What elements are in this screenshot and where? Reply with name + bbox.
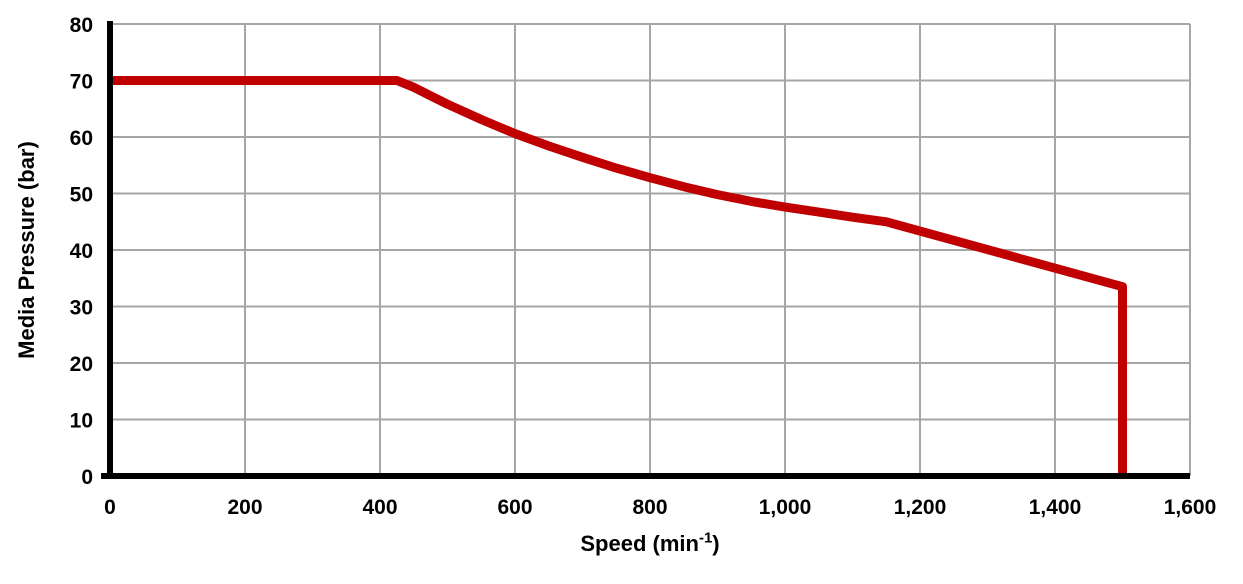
x-tick-label: 400 [362,496,397,519]
x-tick-label: 600 [497,496,532,519]
y-tick-label: 70 [70,71,93,94]
y-tick-label: 20 [70,353,93,376]
y-tick-label: 40 [70,240,93,263]
y-tick-label: 50 [70,184,93,207]
x-tick-label: 800 [632,496,667,519]
x-tick-label: 200 [227,496,262,519]
y-axis-title: Media Pressure (bar) [14,141,39,359]
x-tick-label: 1,400 [1029,496,1082,519]
y-tick-label: 30 [70,297,93,320]
y-tick-label: 0 [81,466,93,489]
series-line-media-pressure-limit [110,76,1127,476]
y-tick-label: 60 [70,127,93,150]
x-tick-label: 1,600 [1164,496,1217,519]
x-axis-title: Speed (min-1) [580,531,719,557]
y-tick-label: 10 [70,410,93,433]
x-axis-title-text: Speed (min [580,531,699,556]
x-tick-label: 1,200 [894,496,947,519]
x-axis-title-superscript: -1 [698,529,713,547]
x-tick-label: 0 [104,496,116,519]
x-tick-label: 1,000 [759,496,812,519]
x-axis-title-suffix: ) [712,531,720,556]
y-tick-label: 80 [70,14,93,37]
